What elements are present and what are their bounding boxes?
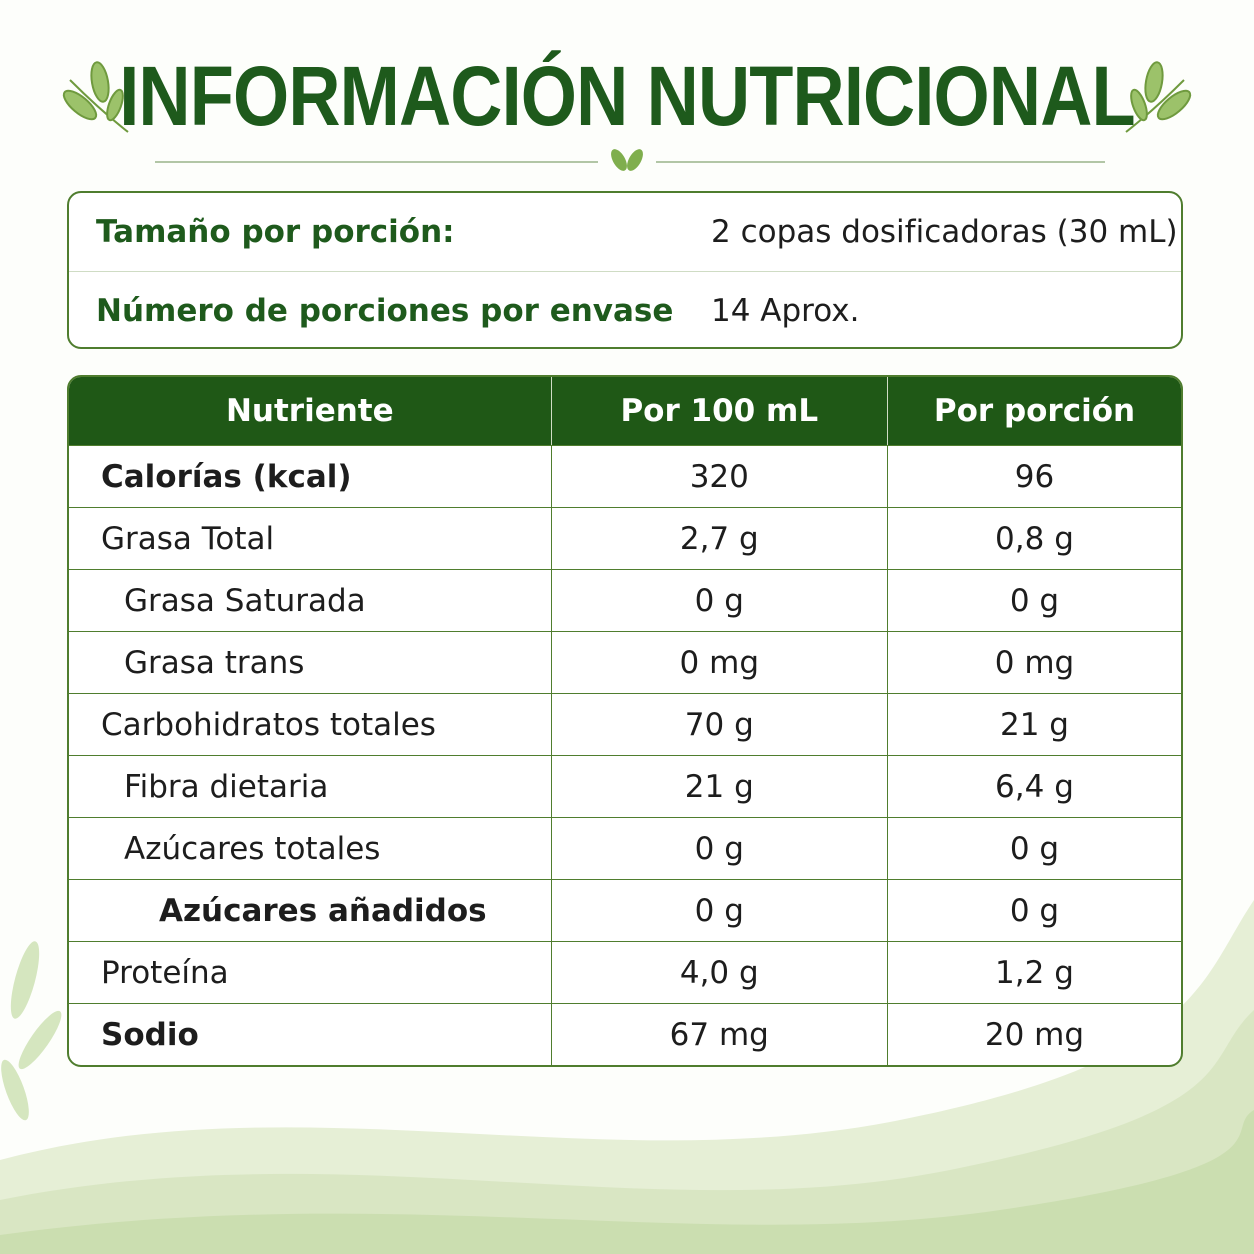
table-row: Carbohidratos totales 70 g 21 g xyxy=(69,693,1181,755)
header-cell: Por porción xyxy=(886,377,1181,445)
nutrient-name: Grasa trans xyxy=(69,631,551,693)
title-leaves xyxy=(62,61,1192,133)
serving-value: 2 copas dosificadoras (30 mL) xyxy=(711,214,1178,250)
nutrient-value: 2,7 g xyxy=(550,507,887,569)
nutrient-value: 0 g xyxy=(550,569,887,631)
nutrient-name: Grasa Total xyxy=(69,507,551,569)
table-row: Grasa trans 0 mg 0 mg xyxy=(69,631,1181,693)
wave xyxy=(0,1010,1254,1254)
header-cell: Por 100 mL xyxy=(550,377,887,445)
nutrient-name: Carbohidratos totales xyxy=(69,693,551,755)
nutrient-value: 0 g xyxy=(886,817,1181,879)
nutrient-value: 96 xyxy=(886,445,1181,507)
nutrient-value: 0 mg xyxy=(550,631,887,693)
nutrient-value: 20 mg xyxy=(886,1003,1181,1065)
serving-value: 14 Aprox. xyxy=(711,293,860,329)
nutrition-table: Nutriente Por 100 mL Por porción Caloría… xyxy=(67,375,1183,1067)
nutrient-name: Grasa Saturada xyxy=(69,569,551,631)
nutrient-value: 0 mg xyxy=(886,631,1181,693)
nutrient-value: 0 g xyxy=(550,879,887,941)
nutrient-value: 6,4 g xyxy=(886,755,1181,817)
serving-row: Número de porciones por envase 14 Aprox. xyxy=(69,271,1181,350)
nutrient-value: 320 xyxy=(550,445,887,507)
table-body: Calorías (kcal) 320 96 Grasa Total 2,7 g 0,8 … xyxy=(69,445,1181,1065)
wave xyxy=(0,900,1254,1254)
nutrient-name: Azúcares totales xyxy=(69,817,551,879)
nutrient-value: 67 mg xyxy=(550,1003,887,1065)
wave xyxy=(0,1110,1254,1254)
nutrient-value: 0 g xyxy=(886,879,1181,941)
table-row: Proteína 4,0 g 1,2 g xyxy=(69,941,1181,1003)
nutrient-name: Sodio xyxy=(69,1003,551,1065)
serving-box: Tamaño por porción: 2 copas dosificadora… xyxy=(67,191,1183,349)
nutrient-value: 70 g xyxy=(550,693,887,755)
nutrient-value: 4,0 g xyxy=(550,941,887,1003)
table-row: Fibra dietaria 21 g 6,4 g xyxy=(69,755,1181,817)
header-row: Nutriente Por 100 mL Por porción xyxy=(69,377,1181,445)
serving-row: Tamaño por porción: 2 copas dosificadora… xyxy=(69,193,1181,271)
nutrient-value: 0,8 g xyxy=(886,507,1181,569)
table-row: Calorías (kcal) 320 96 xyxy=(69,445,1181,507)
serving-label: Tamaño por porción: xyxy=(96,214,455,250)
divider-leaf xyxy=(611,149,643,171)
table-row: Sodio 67 mg 20 mg xyxy=(69,1003,1181,1065)
side-leaves xyxy=(1,941,62,1121)
header-cell: Nutriente xyxy=(69,377,551,445)
nutrient-value: 21 g xyxy=(550,755,887,817)
serving-label: Número de porciones por envase xyxy=(96,293,674,329)
nutrient-value: 1,2 g xyxy=(886,941,1181,1003)
nutrient-value: 0 g xyxy=(886,569,1181,631)
nutrient-name: Fibra dietaria xyxy=(69,755,551,817)
nutrient-value: 21 g xyxy=(886,693,1181,755)
nutrient-name: Calorías (kcal) xyxy=(69,445,551,507)
nutrient-value: 0 g xyxy=(550,817,887,879)
nutrient-name: Proteína xyxy=(69,941,551,1003)
table-row: Grasa Total 2,7 g 0,8 g xyxy=(69,507,1181,569)
nutrient-name: Azúcares añadidos xyxy=(69,879,551,941)
title: INFORMACIÓN NUTRICIONAL xyxy=(119,49,1135,143)
